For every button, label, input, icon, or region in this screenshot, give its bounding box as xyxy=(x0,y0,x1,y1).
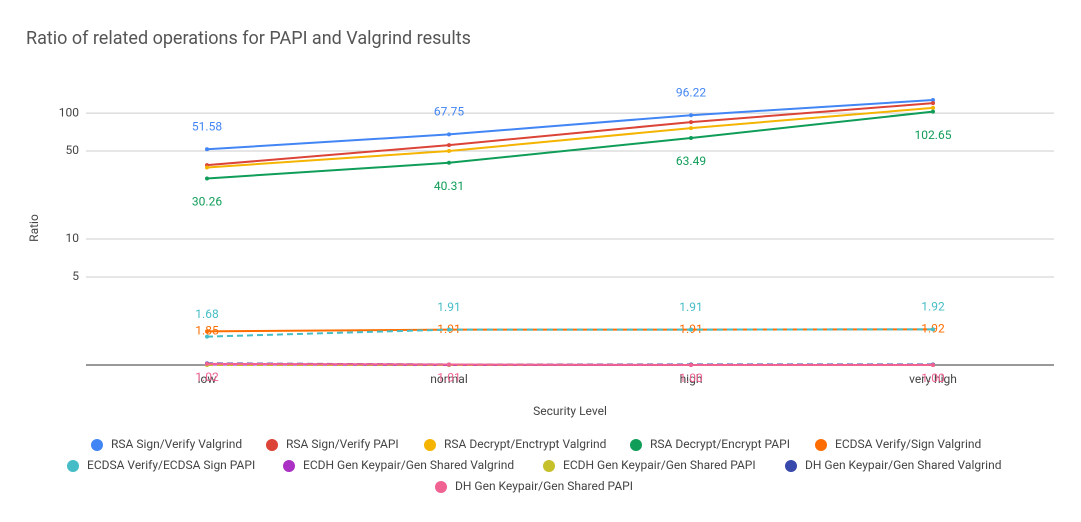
data-label: 63.49 xyxy=(676,154,706,168)
data-label: 1.85 xyxy=(195,324,219,338)
data-label: 1.00 xyxy=(679,371,703,385)
data-point xyxy=(205,176,209,181)
data-label: 1.00 xyxy=(921,371,945,385)
legend-marker xyxy=(785,460,797,472)
data-point xyxy=(205,165,209,170)
data-point xyxy=(205,334,209,339)
legend-marker xyxy=(91,439,103,451)
legend-label: ECDH Gen Keypair/Gen Shared PAPI xyxy=(563,458,756,472)
legend-label: RSA Sign/Verify PAPI xyxy=(286,437,399,451)
data-label: 1.92 xyxy=(921,299,945,313)
y-tick-label: 100 xyxy=(59,105,79,119)
legend-label: RSA Decrypt/Encrypt PAPI xyxy=(650,437,790,451)
data-point xyxy=(931,109,935,114)
legend-marker xyxy=(630,439,642,451)
legend-label: DH Gen Keypair/Gen Shared PAPI xyxy=(455,479,633,493)
data-point xyxy=(689,113,693,118)
data-label: 40.31 xyxy=(434,179,464,193)
data-point xyxy=(931,101,935,106)
data-point xyxy=(205,361,209,366)
data-point xyxy=(931,363,935,367)
series-line xyxy=(206,102,934,167)
legend-label: RSA Sign/Verify Valgrind xyxy=(111,437,242,451)
series-line xyxy=(206,328,934,338)
data-label: 1.91 xyxy=(437,300,460,314)
data-point xyxy=(689,135,693,140)
data-point xyxy=(447,143,451,148)
y-tick-label: 10 xyxy=(66,231,80,245)
data-point xyxy=(931,105,935,110)
legend-marker xyxy=(67,460,79,472)
series-line xyxy=(206,106,934,169)
series-line xyxy=(206,362,933,366)
legend-marker xyxy=(435,481,447,493)
data-point xyxy=(205,147,209,152)
data-point xyxy=(689,120,693,125)
x-tick-label: normal xyxy=(430,372,468,386)
x-tick-label: very high xyxy=(909,372,957,386)
series-line xyxy=(206,110,934,180)
y-tick-label: 50 xyxy=(66,143,80,157)
data-label: 1.01 xyxy=(437,371,460,385)
legend-marker xyxy=(543,460,555,472)
y-axis-title: Ratio xyxy=(27,214,41,242)
data-label: 30.26 xyxy=(192,195,222,209)
data-point xyxy=(689,363,693,367)
legend-label: ECDSA Verify/ECDSA Sign PAPI xyxy=(87,458,255,472)
data-point xyxy=(931,327,935,332)
legend-label: RSA Decrypt/Enctrypt Valgrind xyxy=(444,437,606,451)
data-point xyxy=(689,327,693,332)
x-axis-title: Security Level xyxy=(533,404,607,418)
legend-label: ECDSA Verify/Sign Valgrind xyxy=(835,437,981,451)
data-point xyxy=(447,362,451,367)
legend-marker xyxy=(815,439,827,451)
data-point xyxy=(205,329,209,334)
data-label: 67.75 xyxy=(434,105,464,119)
legend-label: ECDH Gen Keypair/Gen Shared Valgrind xyxy=(303,458,514,472)
legend-label: DH Gen Keypair/Gen Shared Valgrind xyxy=(805,458,1002,472)
y-tick-label: 5 xyxy=(72,269,79,283)
data-label: 1.02 xyxy=(195,370,219,384)
x-tick-label: high xyxy=(680,372,703,386)
series-line xyxy=(206,99,934,151)
data-label: 96.22 xyxy=(676,85,706,99)
data-point xyxy=(447,149,451,154)
data-point xyxy=(447,132,451,137)
data-point xyxy=(931,98,935,103)
data-label: 1.91 xyxy=(679,300,702,314)
legend-marker xyxy=(266,439,278,451)
x-tick-label: low xyxy=(198,372,217,386)
legend-marker xyxy=(283,460,295,472)
data-label: 51.58 xyxy=(192,119,222,133)
legend-marker xyxy=(424,439,436,451)
chart-title: Ratio of related operations for PAPI and… xyxy=(26,28,471,49)
data-point xyxy=(447,327,451,332)
data-point xyxy=(689,126,693,131)
data-label: 102.65 xyxy=(915,128,952,142)
data-point xyxy=(447,160,451,165)
data-label: 1.68 xyxy=(195,307,219,321)
